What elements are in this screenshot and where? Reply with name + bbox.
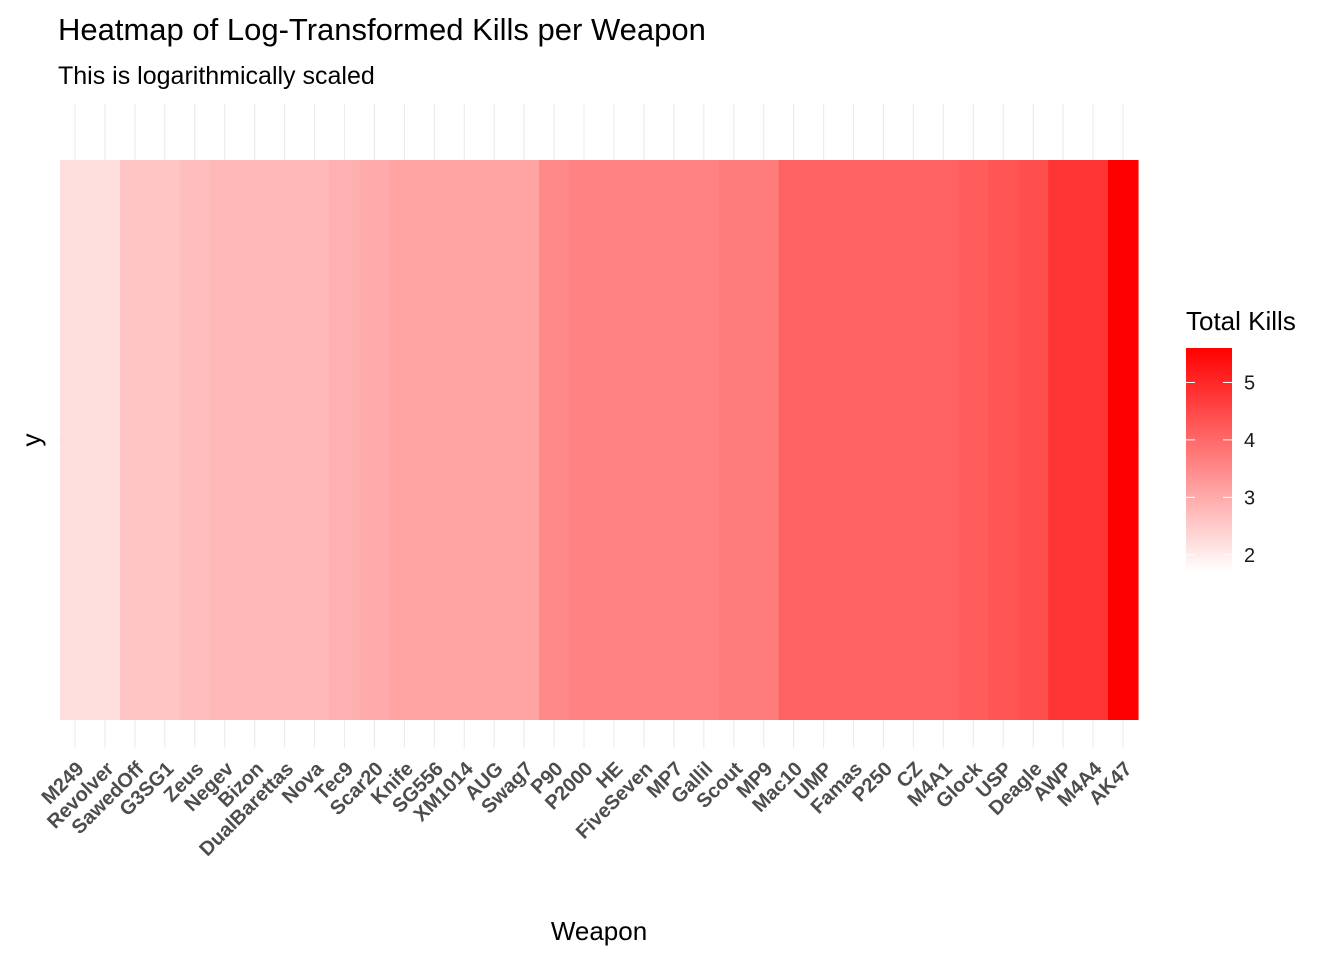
heatmap-tile-cz	[898, 160, 929, 720]
heatmap-tile-xm1014	[449, 160, 480, 720]
x-axis-label: Weapon	[551, 916, 647, 946]
heatmap-tile-p90	[539, 160, 570, 720]
heatmap-tile-ump	[808, 160, 840, 720]
heatmap-tile-scar20	[359, 160, 390, 720]
legend-tick-label: 4	[1244, 430, 1255, 452]
legend-tick-label: 5	[1244, 372, 1255, 394]
legend-tick-label: 3	[1244, 487, 1255, 509]
heatmap-tile-negev	[209, 160, 241, 720]
heatmap-tile-knife	[389, 160, 420, 720]
legend-tick-label: 2	[1244, 545, 1255, 567]
legend-title: Total Kills	[1186, 306, 1296, 336]
heatmap-tile-ak47	[1108, 160, 1139, 720]
heatmap-tile-m4a1	[928, 160, 959, 720]
heatmap-tile-aug	[479, 160, 510, 720]
y-axis-label: y	[16, 434, 46, 447]
heatmap-tile-glock	[958, 160, 989, 720]
legend-colorbar	[1186, 348, 1232, 572]
heatmap-tile-sawedoff	[119, 160, 151, 720]
heatmap-tile-gallil	[688, 160, 720, 720]
heatmap-tile-p250	[868, 160, 900, 720]
heatmap-tile-nova	[299, 160, 331, 720]
heatmap-tile-m4a4	[1078, 160, 1109, 720]
legend-ticks: 2 3 4 5	[1186, 372, 1255, 567]
x-tick-labels: M249RevolverSawedOffG3SG1ZeusNegevBizonD…	[38, 757, 1137, 860]
heatmap-tile-m249	[60, 160, 91, 720]
heatmap-tile-he	[599, 160, 630, 720]
heatmap-tiles	[60, 160, 1139, 720]
heatmap-tile-dualbarettas	[269, 160, 301, 720]
heatmap-tile-p2000	[569, 160, 600, 720]
heatmap-tile-tec9	[329, 160, 361, 720]
heatmap-tile-mac10	[778, 160, 810, 720]
heatmap-tile-zeus	[179, 160, 211, 720]
chart-title: Heatmap of Log-Transformed Kills per Wea…	[58, 12, 706, 47]
heatmap-tile-deagle	[1018, 160, 1049, 720]
heatmap-tile-famas	[838, 160, 870, 720]
heatmap-tile-fiveseven	[628, 160, 660, 720]
heatmap-tile-mp7	[658, 160, 690, 720]
heatmap-tile-revolver	[89, 160, 121, 720]
heatmap-tile-awp	[1048, 160, 1079, 720]
heatmap-tile-sg556	[419, 160, 450, 720]
heatmap-tile-g3sg1	[149, 160, 181, 720]
heatmap-tile-mp9	[748, 160, 780, 720]
heatmap-tile-usp	[988, 160, 1019, 720]
heatmap-tile-scout	[718, 160, 750, 720]
color-legend: Total Kills 2 3 4 5	[1186, 306, 1296, 572]
heatmap-tile-bizon	[239, 160, 271, 720]
heatmap-tile-swag7	[509, 160, 540, 720]
chart-subtitle: This is logarithmically scaled	[58, 62, 375, 90]
